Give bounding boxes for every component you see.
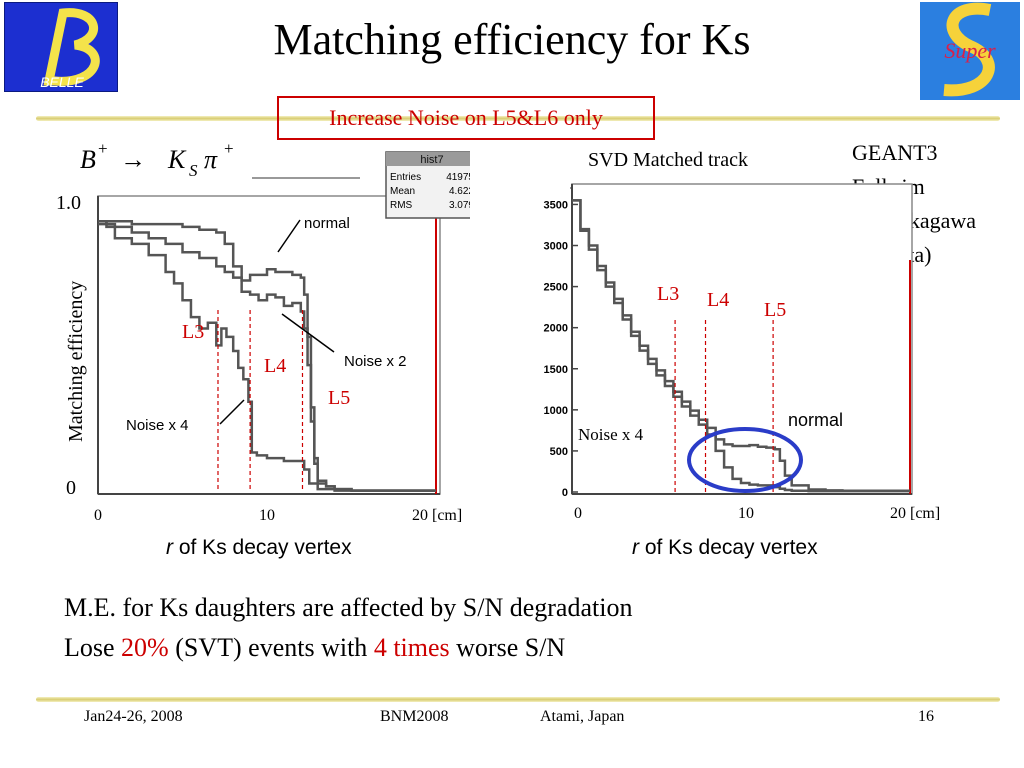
belle-logo: BELLE [4, 2, 118, 92]
x-tick-label: 0 [94, 507, 102, 524]
series-line-noise-x-4 [98, 220, 436, 492]
noise2-arrow [281, 313, 335, 353]
decay-pi: π [204, 145, 218, 174]
stats-box-header [386, 152, 470, 166]
belle-logo-graphic: BELLE [40, 8, 100, 90]
y-tick-label: 2500 [544, 282, 568, 294]
y-tick-label: 1500 [544, 364, 568, 376]
x-axis-label-text: of Ks decay vertex [639, 536, 818, 559]
x-tick-label: 10 [738, 505, 754, 522]
y-tick-label: 1000 [544, 405, 568, 417]
x-tick-label: 20 [cm] [890, 505, 940, 522]
footer-conference: BNM2008 [380, 708, 449, 725]
layer-label-l4: L4 [707, 289, 729, 311]
right-x-axis-label: r of Ks decay vertex [632, 536, 818, 560]
x-axis-label-text: of Ks decay vertex [173, 536, 352, 559]
normal-annotation: normal [788, 410, 843, 430]
decay-k-subscript: S [189, 161, 198, 180]
x-tick-label: 0 [574, 505, 582, 522]
noise4-arrow [219, 399, 245, 425]
r-variable: r [166, 536, 173, 559]
efficiency-chart: B + → K S π + hist7 Entries 41975 Mean 4… [56, 140, 470, 524]
series-line-noise-x-4 [572, 199, 910, 493]
summary-text-part: Lose [64, 633, 122, 662]
stats-box: hist7 Entries 41975 Mean 4.622 RMS 3.079 [385, 151, 470, 219]
noise2-annotation: Noise x 2 [344, 353, 407, 370]
noise4-annotation: Noise x 4 [126, 417, 189, 434]
layer-label-l5: L5 [764, 299, 786, 321]
y-tick-label: 0 [562, 487, 568, 499]
decay-b: B [80, 145, 96, 174]
footer-page-number: 16 [918, 708, 934, 725]
stats-label: Mean [390, 186, 415, 197]
layer-label-l3: L3 [657, 283, 679, 305]
noise-factor: 4 times [373, 633, 450, 662]
footer-location: Atami, Japan [540, 708, 625, 725]
super-s-shape [943, 2, 995, 97]
y-axis-label: Matching efficiency [65, 281, 87, 442]
plot-frame [571, 183, 913, 495]
summary-text-part: (SVT) events with [168, 633, 374, 662]
stats-label: RMS [390, 200, 413, 211]
decay-arrow: → [120, 145, 146, 174]
normal-arrow [277, 219, 301, 253]
y-tick-label: 500 [550, 446, 568, 458]
decay-pi-charge: + [224, 140, 234, 158]
layer-lines [674, 320, 774, 492]
series-line-noise-x-2 [98, 220, 436, 492]
summary-text: M.E. for Ks daughters are affected by S/… [64, 588, 632, 668]
stats-label: Entries [390, 172, 421, 183]
belle-logo-text: BELLE [40, 74, 84, 90]
r-variable: r [632, 536, 639, 559]
condition-box: Increase Noise on L5&L6 only [277, 96, 655, 140]
decay-k: K [167, 145, 187, 174]
bottom-divider [36, 697, 1000, 702]
layer-label-l4: L4 [264, 355, 286, 377]
x-tick-label: 20 [cm] [412, 507, 462, 524]
y-tick-label: 0 [66, 477, 76, 499]
decay-formula: B + → K S π + [80, 140, 234, 180]
y-tick-label: 3500 [544, 199, 568, 211]
series-group [98, 220, 436, 492]
super-logo-text: Super [944, 38, 996, 63]
plot-frame [97, 195, 441, 495]
layer-label-l5: L5 [328, 387, 350, 409]
y-tick-label: 3000 [544, 241, 568, 253]
series-group [572, 199, 910, 493]
top-divider [36, 116, 1000, 121]
belle-b-shape [43, 8, 100, 86]
normal-annotation: normal [304, 215, 350, 232]
layer-lines [217, 310, 304, 492]
highlight-circle [687, 427, 803, 493]
layer-label-l3: L3 [182, 321, 204, 343]
loss-percentage: 20% [121, 633, 169, 662]
svd-matched-track-chart: SVD Matched track 0 500 1000 1500 2000 2500 30… [544, 149, 941, 522]
summary-line-1: M.E. for Ks daughters are affected by S/… [64, 593, 633, 622]
chart-title: SVD Matched track [588, 149, 748, 171]
summary-line-2: Lose 20% (SVT) events with 4 times worse… [64, 628, 632, 668]
super-belle-logo: Super [920, 2, 1020, 100]
decay-b-charge: + [98, 140, 108, 158]
stats-value: 41975 [446, 172, 470, 183]
slide-title: Matching efficiency for Ks [273, 15, 751, 64]
y-tick-label: 2000 [544, 323, 568, 335]
left-x-axis-label: r of Ks decay vertex [166, 536, 352, 560]
stats-value: 3.079 [449, 200, 470, 211]
footer-date: Jan24-26, 2008 [84, 708, 183, 725]
noise4-annotation: Noise x 4 [578, 425, 644, 444]
note-line: GEANT3 [852, 140, 938, 165]
super-logo-graphic: Super [943, 2, 996, 97]
x-tick-label: 10 [259, 507, 275, 524]
stats-title: hist7 [420, 154, 443, 166]
y-tick-label: 1.0 [56, 192, 81, 214]
y-ticks: 0 500 1000 1500 2000 2500 3000 3500 [544, 199, 578, 499]
summary-text-part: worse S/N [449, 633, 566, 662]
stats-value: 4.622 [449, 186, 470, 197]
